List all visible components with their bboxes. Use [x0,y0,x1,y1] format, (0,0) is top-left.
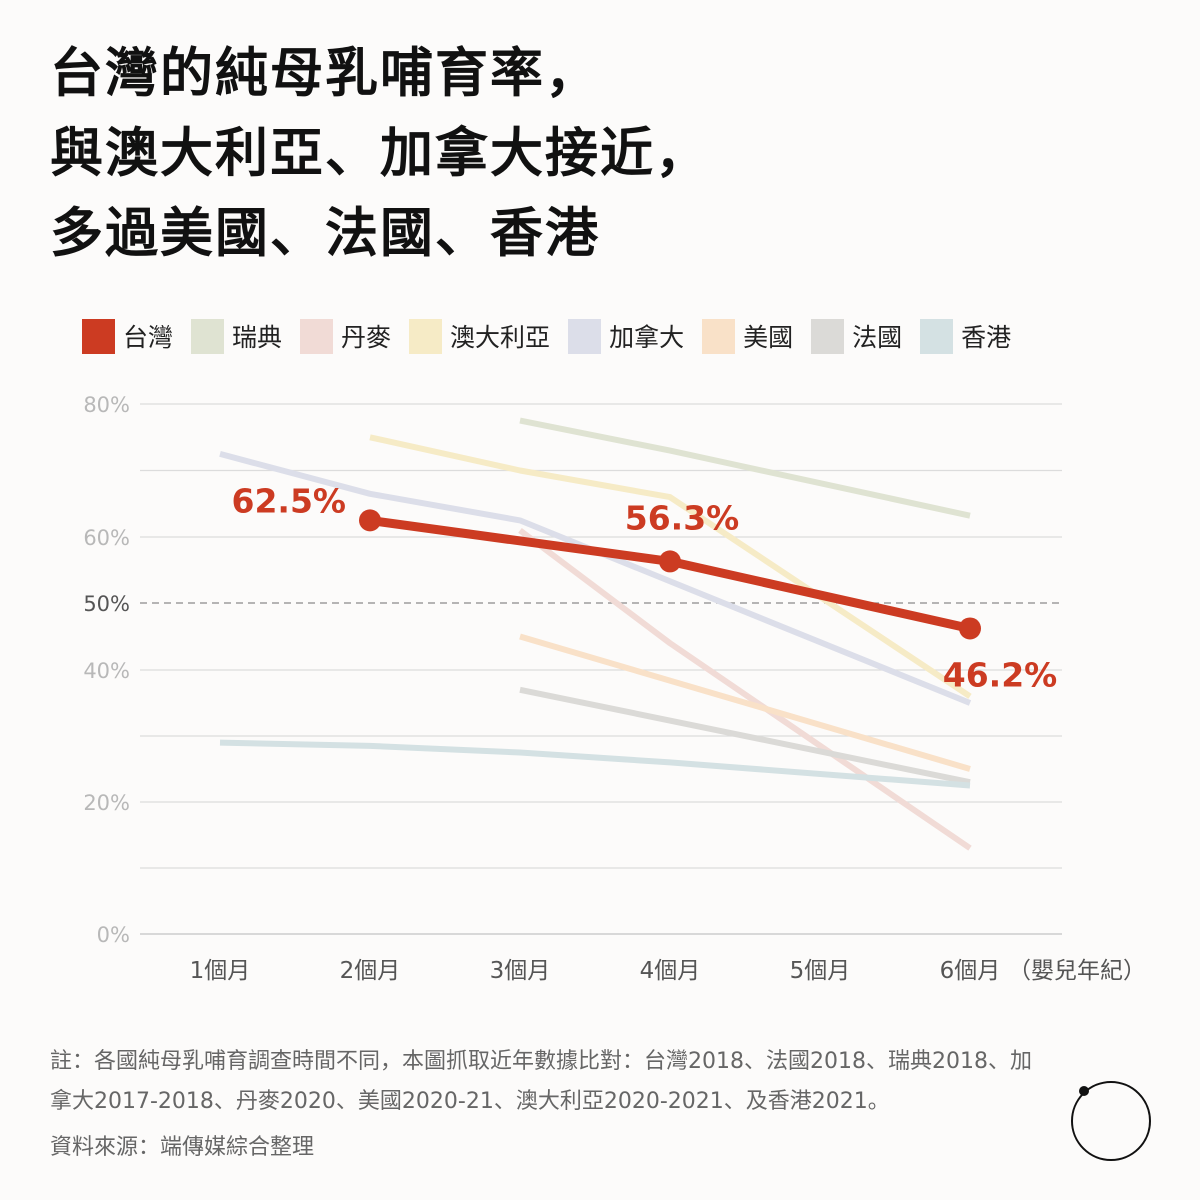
legend-label: 澳大利亞 [450,323,551,352]
x-tick-label: 3個月 [490,958,551,984]
data-point [659,550,681,573]
y-tick-label: 0% [97,923,130,947]
legend-swatch [191,318,225,354]
legend-label: 台灣 [123,323,174,352]
legend-swatch [82,318,115,354]
x-tick-label: 2個月 [340,958,401,984]
x-axis-label: （嬰兒年紀） [1008,958,1146,984]
y-tick-label: 80% [83,393,130,417]
legend-item: 香港 [920,318,1011,354]
legend: 台灣 瑞典 丹麥 澳大利亞 加拿大 美國 法國 香港 [82,316,1029,356]
legend-swatch [300,318,334,354]
legend-label: 美國 [743,323,794,352]
legend-swatch [811,318,845,354]
title-line-2: 與澳大利亞、加拿大接近， [50,123,710,184]
data-label: 56.3% [625,498,740,537]
initium-logo-icon [1071,1081,1151,1161]
x-tick-label: 5個月 [790,958,851,984]
legend-item: 丹麥 [300,318,391,354]
y-tick-label: 50% [83,592,130,616]
data-label: 62.5% [232,481,347,520]
series-line [519,417,971,519]
x-tick-label: 4個月 [640,958,701,984]
legend-label: 法國 [852,323,903,352]
legend-item: 台灣 [82,318,173,354]
y-tick-label: 40% [83,659,130,683]
legend-swatch [702,318,736,354]
legend-item: 美國 [702,318,793,354]
y-tick-label: 20% [83,791,130,815]
legend-label: 加拿大 [609,323,685,352]
footnote: 註：各國純母乳哺育調查時間不同，本圖抓取近年數據比對：台灣2018、法國2018… [50,1049,1032,1114]
legend-item: 澳大利亞 [409,318,550,354]
data-label: 46.2% [943,655,1058,694]
title-line-1: 台灣的純母乳哺育率， [50,43,600,104]
legend-item: 瑞典 [191,318,282,354]
legend-label: 瑞典 [232,323,283,352]
chart-title: 台灣的純母乳哺育率， 與澳大利亞、加拿大接近， 多過美國、法國、香港 [50,34,1150,274]
x-tick-label: 6個月 [940,958,1001,984]
legend-item: 法國 [811,318,902,354]
legend-swatch [568,318,602,354]
series-line [219,739,971,789]
legend-swatch [409,318,443,354]
x-tick-label: 1個月 [190,958,251,984]
legend-item: 加拿大 [568,318,684,354]
source-note: 資料來源：端傳媒綜合整理 [50,1135,315,1160]
line-chart: 80% 60% 50% 40% 20% 0% 1個月 2個月 3個月 4個月 5個月 6個月 （嬰兒年紀… [83,393,1146,984]
legend-swatch [920,318,954,354]
y-tick-label: 60% [83,526,130,550]
series-line [519,633,971,772]
title-line-3: 多過美國、法國、香港 [50,203,600,264]
data-point [359,509,381,532]
series-line [519,686,971,786]
series-line [219,451,972,706]
data-point [959,617,981,640]
legend-label: 香港 [961,323,1012,352]
legend-label: 丹麥 [341,323,392,352]
logo-dot [1079,1086,1089,1096]
